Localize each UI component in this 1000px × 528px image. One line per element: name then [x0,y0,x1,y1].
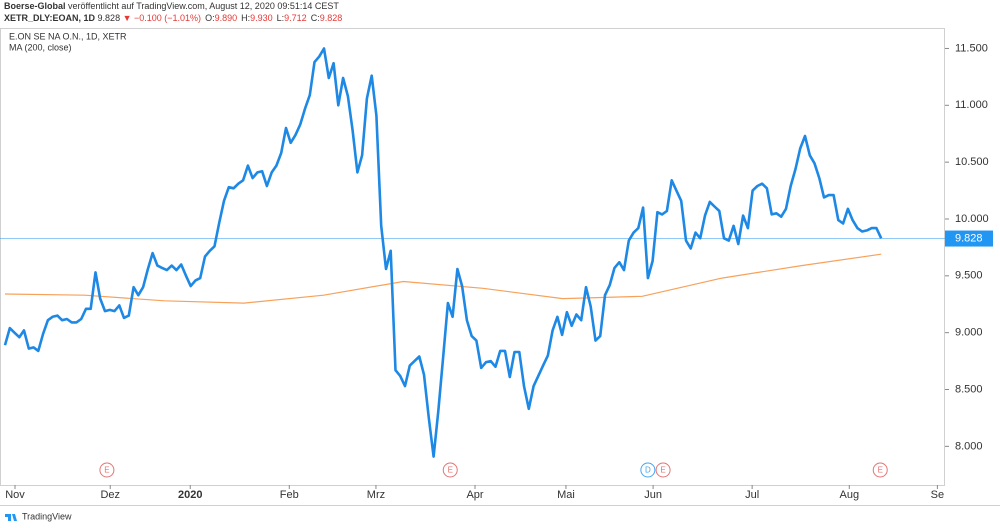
y-tick-label: 8.000 [955,440,983,452]
event-label: D [645,466,651,475]
y-tick-label: 8.500 [955,383,983,395]
x-tick-label: Apr [466,489,483,501]
event-marker [442,462,458,478]
x-tick-label: Mai [557,489,575,501]
price-label-box [945,230,993,247]
logo [5,514,17,521]
x-tick-label: Se [931,489,944,501]
event-label: E [660,466,665,475]
ma-legend: MA (200, close) [9,42,72,52]
plot-frame [0,28,945,486]
event-marker [872,462,888,478]
ohlc-value: 9.712 [284,13,307,23]
symbol-line: XETR_DLY:EOAN, 1D 9.828 ▼ −0.100 (−1.01%… [4,13,342,23]
y-tick-label: 10.500 [955,156,989,168]
ohlc-value: 9.930 [250,13,273,23]
event-label: E [448,466,453,475]
ohlc-key: C: [311,13,320,23]
footer: TradingView [5,511,72,521]
y-tick-label: 9.500 [955,270,983,282]
event-marker [99,462,115,478]
event-label: E [104,466,109,475]
symbol: XETR_DLY:EOAN, 1D [4,13,96,23]
change: ▼ −0.100 (−1.01%) [123,13,201,23]
x-tick-label: Jun [644,489,662,501]
header-line: Boerse-Global veröffentlicht auf Trading… [4,1,339,11]
x-tick-label: Dez [100,489,120,501]
ohlc-value: 9.828 [320,13,343,23]
y-tick-label: 11.000 [955,99,988,111]
x-tick-label: Nov [5,489,25,501]
ohlc-key: O: [205,13,215,23]
y-tick-label: 9.000 [955,327,983,339]
price-line-series [3,47,883,458]
chart-title: E.ON SE NA O.N., 1D, XETR [9,31,127,41]
ohlc-key: H: [241,13,250,23]
ma-line [4,253,882,304]
publisher: Boerse-Global [4,1,66,11]
brand: TradingView [22,511,72,521]
x-tick-label: 2020 [178,489,202,501]
published: veröffentlicht auf TradingView.com, Augu… [68,1,339,11]
x-tick-label: Mrz [367,489,385,501]
y-tick-label: 11.500 [955,42,988,54]
x-tick-label: Aug [839,489,859,501]
last-price: 9.828 [98,13,121,23]
event-marker [640,462,656,478]
x-tick-label: Feb [280,489,299,501]
event-label: E [878,466,883,475]
ohlc-value: 9.890 [215,13,238,23]
ohlc-key: L: [277,13,285,23]
x-tick-label: Jul [745,489,759,501]
event-marker [655,462,671,478]
price-label: 9.828 [955,232,983,244]
y-tick-label: 10.000 [955,213,989,225]
